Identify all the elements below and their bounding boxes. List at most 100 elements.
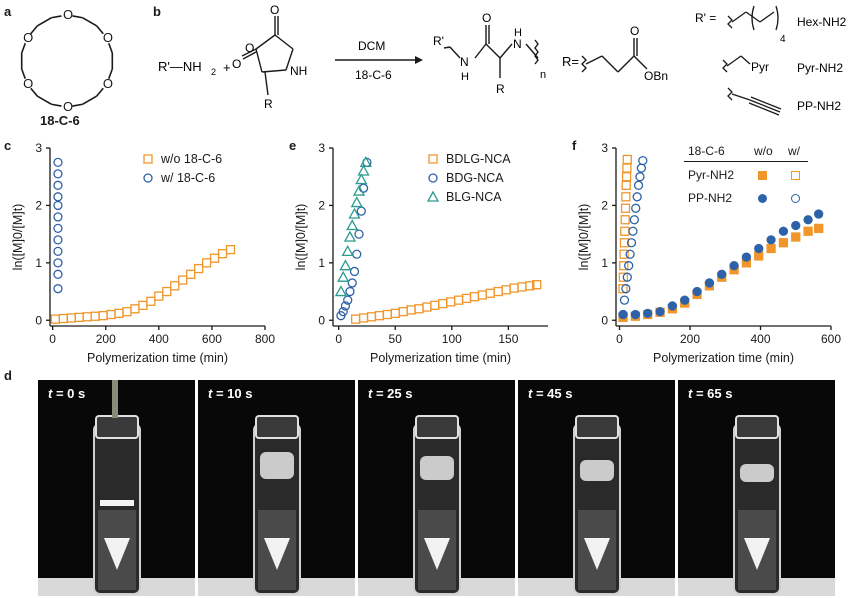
y-tick-label: 0 [601,313,608,327]
product-r: R [496,82,505,96]
data-point [114,308,124,319]
data-point [350,196,363,208]
x-tick-label: 150 [498,332,518,346]
x-tick-label: 200 [96,332,116,346]
r-definition-label: R= [562,54,579,69]
data-point [621,284,631,294]
data-point [620,226,630,236]
data-point [622,154,632,165]
legend-label: BLG-NCA [446,190,502,204]
panel-letter-c: c [4,138,12,153]
reaction-scheme: R'—NH 2 + O O O NH R DCM 18-C-6 R' N H O… [158,3,847,116]
data-point [374,311,385,321]
crown-oxygen: O [63,99,73,114]
y-tick-label: 1 [601,256,608,270]
data-point [428,173,438,183]
panel-letter-d: d [4,368,12,383]
data-point [53,235,63,245]
ring-r: R [264,97,273,111]
data-point [406,305,416,315]
legend-item: w/ 18-C-6 [143,171,215,185]
product-rprime: R' [433,34,444,48]
data-point [143,154,153,164]
data-point [453,295,464,305]
data-point [461,293,472,304]
y-tick-label: 3 [601,141,608,155]
data-point [74,312,84,323]
data-point [430,300,440,310]
data-point [347,278,357,288]
series-0 [350,280,542,324]
marker-pp-with [791,194,800,203]
data-point [625,249,635,259]
data-point [766,243,776,254]
data-point [630,309,641,320]
x-tick-label: 600 [821,332,841,346]
data-point [66,313,76,323]
data-point [414,304,424,314]
x-tick-label: 0 [49,332,56,346]
arrow-solvent: DCM [358,39,385,53]
data-point [50,314,60,324]
chart-e: 0 50 100 150 0 1 2 3 Polymerization time (min) ln… [294,141,548,365]
table-header-with: w/ [788,144,800,158]
legend-item: w/o 18-C-6 [143,152,222,166]
panel-letter-f: f [572,138,577,153]
photo-time-label: t = 45 s [528,386,573,401]
data-point [90,311,100,321]
data-point [426,190,440,202]
data-point [791,232,801,242]
x-tick-label: 600 [202,332,222,346]
data-point [814,223,824,234]
polymer-foam [740,464,774,482]
data-point [618,284,628,294]
obn-label: OBn [644,69,668,83]
vial-illustration [38,380,195,596]
data-point [357,164,370,176]
data-point [146,296,156,306]
x-tick-label: 100 [442,332,462,346]
data-point [53,192,63,202]
data-point [343,295,353,305]
y-axis-label: ln([M]0/[M]t) [294,204,308,271]
data-point [791,220,801,231]
marker-pyr-without [758,171,767,180]
photo-time-label: t = 65 s [688,386,733,401]
data-point [635,172,645,182]
y-tick-label: 3 [318,141,325,155]
product-h1: H [461,71,469,83]
data-point [346,219,359,231]
vial-neck [575,415,619,439]
r-side-chain [581,38,648,73]
vial-illustration [518,415,675,596]
data-point [356,206,366,216]
vial-neck [95,415,139,439]
data-point [382,309,392,320]
panel-letter-a: a [4,4,12,19]
data-point [469,292,480,302]
data-point [438,298,448,309]
stir-bar [584,538,610,570]
data-point [130,304,140,314]
ring-oxygen: O [245,41,254,55]
data-point [803,215,813,225]
y-axis-label: ln([M]0/[M]t) [11,204,25,271]
data-point [643,308,653,319]
table-header-without: w/o [754,144,773,158]
data-point [122,306,132,317]
data-point [334,285,348,297]
panel-letter-e: e [289,138,297,153]
data-point [680,295,690,305]
data-point [53,200,63,211]
table-row-pyr: Pyr-NH2 [688,168,735,182]
vial-illustration [358,415,515,596]
data-point [778,238,789,248]
x-tick-label: 200 [680,332,700,346]
initiator-pp: PP-NH2 [797,99,841,113]
stir-bar [744,538,770,570]
data-point [628,226,638,236]
data-point [162,286,172,297]
photo-frame: t = 10 s [198,380,355,596]
data-point [82,312,92,322]
data-point [803,226,813,236]
